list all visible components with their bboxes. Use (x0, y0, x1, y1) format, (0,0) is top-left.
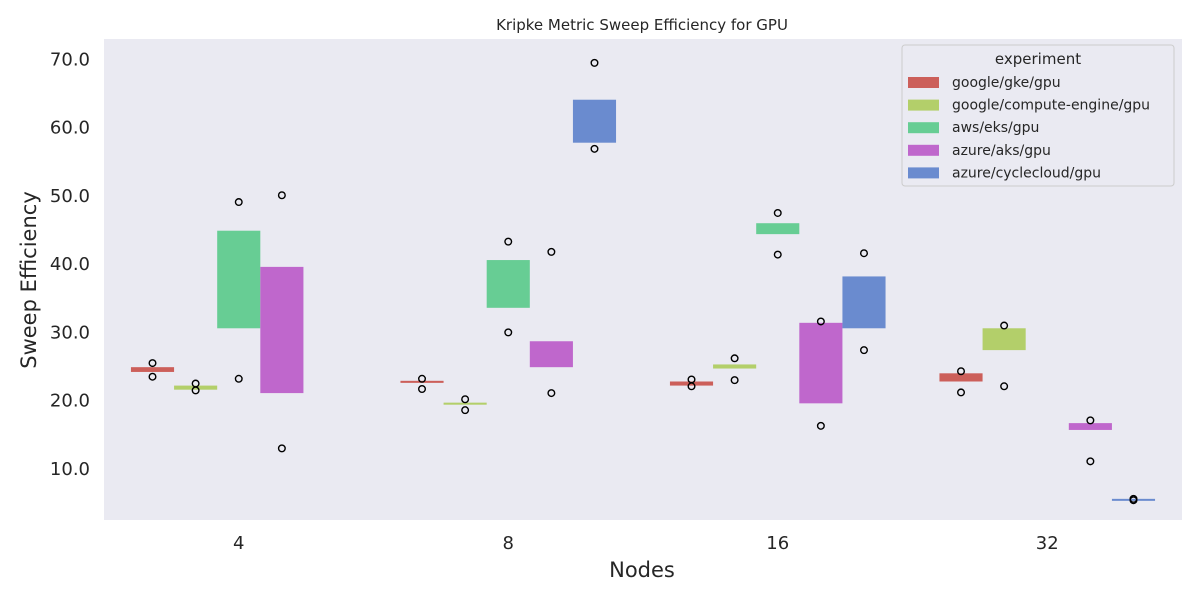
flier-point (957, 388, 966, 397)
box (486, 260, 530, 308)
flier-point (773, 208, 782, 217)
y-tick-label: 10.0 (50, 459, 90, 480)
flier-point (277, 444, 286, 453)
flier-point (148, 359, 157, 368)
y-tick-label: 30.0 (50, 322, 90, 343)
legend-swatch (908, 122, 939, 134)
flier-point (687, 382, 696, 391)
legend-swatch (908, 144, 939, 156)
x-tick-label: 4 (233, 533, 244, 554)
x-axis-ticks: 4 8 16 32 (233, 533, 1059, 554)
flier-point (234, 374, 243, 383)
legend-label: azure/aks/gpu (952, 143, 1051, 159)
flier-point (191, 386, 200, 395)
box (842, 276, 886, 329)
flier-point (816, 421, 825, 430)
y-tick-label: 70.0 (50, 49, 90, 70)
flier-point (1086, 457, 1095, 466)
legend: experiment google/gke/gpu google/compute-… (901, 44, 1175, 187)
flier-point (504, 328, 513, 337)
x-tick-label: 32 (1036, 533, 1059, 554)
flier-point (504, 237, 513, 246)
flier-point (1086, 416, 1095, 425)
flier-point (148, 372, 157, 381)
y-tick-label: 20.0 (50, 391, 90, 412)
y-tick-label: 60.0 (50, 118, 90, 139)
flier-point (461, 395, 470, 404)
x-tick-label: 8 (503, 533, 514, 554)
legend-label: google/compute-engine/gpu (952, 98, 1150, 114)
flier-point (859, 249, 868, 258)
box (572, 99, 617, 143)
fliers-layer (148, 58, 1138, 505)
y-axis-ticks: 10.0 20.0 30.0 40.0 50.0 60.0 70.0 (50, 49, 90, 479)
flier-point (816, 317, 825, 326)
box (799, 322, 843, 404)
legend-swatch (908, 167, 939, 179)
y-tick-label: 50.0 (50, 186, 90, 207)
box (939, 373, 983, 382)
flier-point (547, 247, 556, 256)
flier-point (957, 367, 966, 376)
flier-point (418, 374, 427, 383)
flier-point (418, 385, 427, 394)
flier-point (730, 376, 739, 385)
box (713, 364, 757, 369)
box (1111, 498, 1156, 501)
y-tick-label: 40.0 (50, 254, 90, 275)
flier-point (461, 406, 470, 415)
chart-title: Kripke Metric Sweep Efficiency for GPU (496, 16, 788, 34)
legend-label: aws/eks/gpu (952, 120, 1039, 136)
legend-swatch (908, 99, 939, 111)
flier-point (547, 389, 556, 398)
legend-title: experiment (995, 50, 1081, 68)
flier-point (1129, 496, 1138, 505)
flier-point (730, 354, 739, 363)
legend-label: google/gke/gpu (952, 75, 1061, 91)
legend-label: azure/cyclecloud/gpu (952, 165, 1101, 181)
legend-swatch (908, 77, 939, 88)
flier-point (773, 250, 782, 259)
box (443, 402, 487, 405)
flier-point (277, 191, 286, 200)
flier-point (1000, 321, 1009, 330)
legend-frame (901, 44, 1175, 187)
box (756, 223, 800, 235)
flier-point (234, 198, 243, 207)
x-tick-label: 16 (766, 533, 789, 554)
box (260, 266, 304, 394)
boxes-layer (130, 99, 1156, 501)
box (217, 230, 261, 329)
x-axis-label: Nodes (609, 558, 675, 582)
flier-point (1000, 382, 1009, 391)
box (1068, 423, 1112, 430)
box (529, 341, 573, 368)
box (982, 328, 1026, 351)
flier-point (590, 144, 599, 153)
box (130, 367, 175, 372)
flier-point (590, 58, 599, 67)
y-axis-label: Sweep Efficiency (17, 191, 41, 369)
legend-items: google/gke/gpu google/compute-engine/gpu a… (908, 75, 1150, 181)
flier-point (859, 346, 868, 355)
